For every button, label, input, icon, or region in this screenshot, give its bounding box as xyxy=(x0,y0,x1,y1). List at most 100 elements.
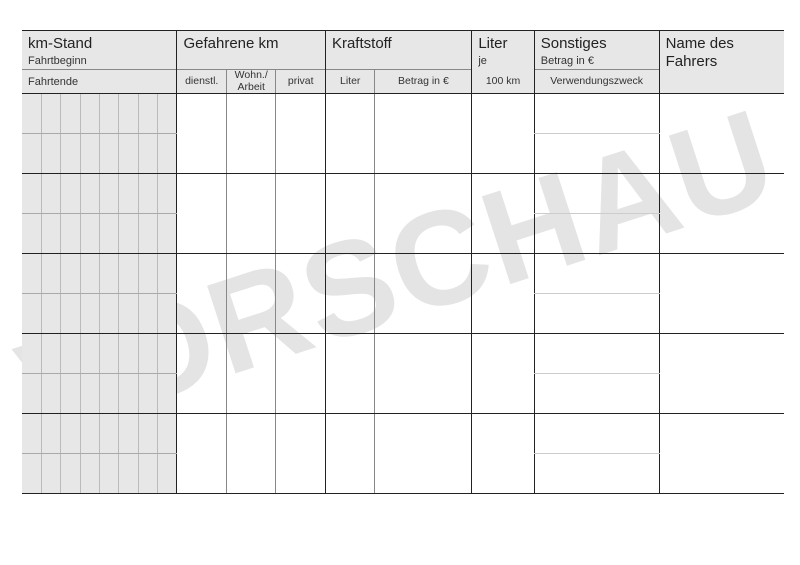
liter-je-sub: je xyxy=(478,55,527,67)
km-cell xyxy=(80,294,99,334)
sonstiges-zweck-cell xyxy=(534,134,659,174)
cell xyxy=(276,334,326,414)
km-cell xyxy=(138,454,157,494)
name-cell xyxy=(659,174,784,254)
km-cell xyxy=(61,414,80,454)
km-cell xyxy=(138,294,157,334)
km-stand-begin: Fahrtbeginn xyxy=(28,55,170,67)
cell xyxy=(325,174,375,254)
km-cell xyxy=(80,214,99,254)
table-header: km-Stand Fahrtbeginn Gefahrene km Krafts… xyxy=(22,31,784,94)
km-cell xyxy=(80,454,99,494)
km-cell xyxy=(99,174,118,214)
sonstiges-betrag-cell xyxy=(534,94,659,134)
cell xyxy=(325,414,375,494)
cell xyxy=(177,254,227,334)
sonstiges-betrag-cell xyxy=(534,174,659,214)
col-name: Name des Fahrers xyxy=(659,31,784,94)
sub-dienstl: dienstl. xyxy=(177,70,227,94)
km-cell xyxy=(158,294,177,334)
km-cell xyxy=(99,134,118,174)
cell xyxy=(276,254,326,334)
cell xyxy=(375,254,472,334)
km-cell xyxy=(138,174,157,214)
km-cell xyxy=(61,174,80,214)
sonstiges-betrag-cell xyxy=(534,334,659,374)
km-cell xyxy=(80,414,99,454)
cell xyxy=(375,174,472,254)
cell xyxy=(375,334,472,414)
cell xyxy=(226,414,276,494)
km-cell xyxy=(99,374,118,414)
km-cell xyxy=(61,94,80,134)
km-cell xyxy=(119,94,138,134)
km-cell xyxy=(158,134,177,174)
km-cell xyxy=(158,454,177,494)
km-cell xyxy=(22,334,41,374)
km-cell xyxy=(61,294,80,334)
km-cell xyxy=(41,214,60,254)
name-title: Name des xyxy=(666,35,734,52)
km-cell xyxy=(99,294,118,334)
km-cell xyxy=(138,254,157,294)
sub-zweck: Verwendungszweck xyxy=(534,70,659,94)
km-cell xyxy=(80,254,99,294)
km-cell xyxy=(41,414,60,454)
cell xyxy=(177,94,227,174)
table-row xyxy=(22,254,784,294)
name-cell xyxy=(659,94,784,174)
km-cell xyxy=(99,414,118,454)
km-cell xyxy=(99,334,118,374)
cell xyxy=(177,334,227,414)
km-cell xyxy=(99,254,118,294)
km-cell xyxy=(119,374,138,414)
sub-privat: privat xyxy=(276,70,326,94)
km-cell xyxy=(119,134,138,174)
km-cell xyxy=(22,414,41,454)
sonstiges-zweck-cell xyxy=(534,294,659,334)
col-gefahrene: Gefahrene km xyxy=(177,31,326,70)
km-cell xyxy=(22,94,41,134)
km-cell xyxy=(22,294,41,334)
name-cell xyxy=(659,414,784,494)
logbook-table-wrapper: km-Stand Fahrtbeginn Gefahrene km Krafts… xyxy=(22,30,784,494)
km-cell xyxy=(41,94,60,134)
km-cell xyxy=(138,374,157,414)
cell xyxy=(472,94,534,174)
sub-liter: Liter xyxy=(325,70,375,94)
cell xyxy=(276,174,326,254)
km-cell xyxy=(61,134,80,174)
cell xyxy=(226,94,276,174)
km-cell xyxy=(119,454,138,494)
cell xyxy=(177,174,227,254)
km-cell xyxy=(41,134,60,174)
km-cell xyxy=(22,374,41,414)
km-cell xyxy=(80,374,99,414)
table-row xyxy=(22,334,784,374)
km-cell xyxy=(119,214,138,254)
name-sub: Fahrers xyxy=(666,53,718,70)
col-kraftstoff: Kraftstoff xyxy=(325,31,471,70)
km-cell xyxy=(158,414,177,454)
km-cell xyxy=(61,454,80,494)
km-cell xyxy=(80,174,99,214)
sub-wohn: Wohn./ Arbeit xyxy=(226,70,276,94)
km-cell xyxy=(119,294,138,334)
km-cell xyxy=(138,214,157,254)
sonstiges-zweck-cell xyxy=(534,374,659,414)
km-cell xyxy=(138,414,157,454)
cell xyxy=(472,254,534,334)
km-cell xyxy=(41,454,60,494)
col-sonstiges: Sonstiges Betrag in € xyxy=(534,31,659,70)
km-stand-end: Fahrtende xyxy=(22,70,177,94)
table-row xyxy=(22,174,784,214)
km-cell xyxy=(22,134,41,174)
km-cell xyxy=(80,334,99,374)
name-cell xyxy=(659,334,784,414)
km-cell xyxy=(138,94,157,134)
logbook-table: km-Stand Fahrtbeginn Gefahrene km Krafts… xyxy=(22,30,784,494)
km-cell xyxy=(138,334,157,374)
km-cell xyxy=(99,94,118,134)
cell xyxy=(325,254,375,334)
km-cell xyxy=(22,174,41,214)
